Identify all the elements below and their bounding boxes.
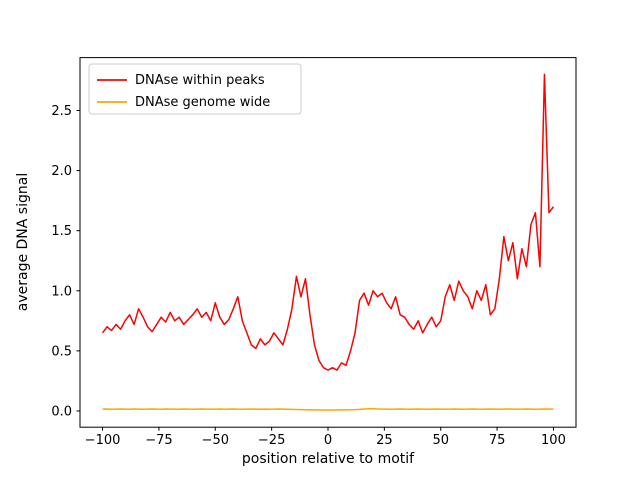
x-tick-label: −50: [202, 433, 229, 448]
x-tick-label: 75: [489, 433, 506, 448]
y-tick-label: 1.0: [51, 284, 72, 299]
y-tick-label: 0.5: [51, 344, 72, 359]
x-tick-label: −25: [258, 433, 285, 448]
series-line-0: [101, 73, 555, 371]
y-tick-label: 1.5: [51, 224, 72, 239]
legend-box: [88, 63, 302, 115]
x-axis-label: position relative to motif: [242, 451, 415, 467]
x-tick-label: 50: [432, 433, 449, 448]
legend: DNAse within peaks DNAse genome wide: [88, 63, 302, 115]
x-tick-label: −75: [145, 433, 172, 448]
y-tick-label: 2.5: [51, 104, 72, 119]
ticks-group: −100 −75 −50 −25 0 25 50 75 100 0.0 0.5 1.0 1.5 2.0 2.…: [51, 104, 566, 448]
y-tick-label: 2.0: [51, 164, 72, 179]
y-tick-label: 0.0: [51, 404, 72, 419]
x-tick-label: 100: [541, 433, 566, 448]
y-axis-label: average DNA signal: [15, 173, 31, 311]
legend-entry-peaks: DNAse within peaks: [97, 73, 265, 88]
x-tick-label: −100: [85, 433, 121, 448]
legend-label-peaks: DNAse within peaks: [135, 73, 265, 88]
series-group: [101, 73, 555, 411]
x-tick-label: 25: [376, 433, 393, 448]
legend-entry-genome: DNAse genome wide: [97, 95, 270, 110]
legend-label-genome: DNAse genome wide: [135, 95, 270, 110]
series-line-1: [102, 408, 554, 411]
x-tick-label: 0: [324, 433, 332, 448]
